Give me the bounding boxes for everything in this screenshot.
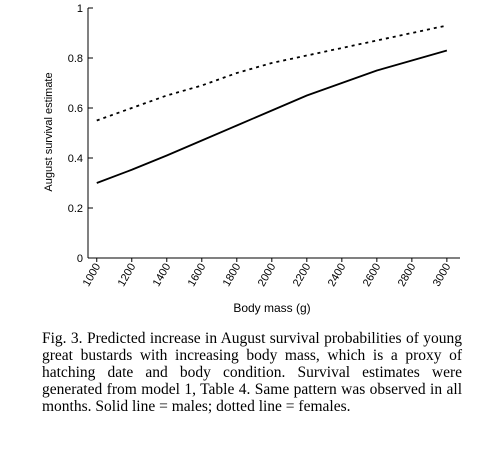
y-tick-label: 1 — [77, 3, 83, 15]
y-tick-label: 0.2 — [68, 203, 83, 215]
x-tick-label: 3000 — [431, 262, 454, 289]
x-tick-label: 2800 — [396, 262, 419, 289]
caption: Fig. 3. Predicted increase in August sur… — [42, 330, 462, 415]
x-tick-label: 1800 — [221, 262, 244, 289]
y-tick-label: 0 — [77, 253, 83, 265]
y-tick-label: 0.6 — [68, 103, 83, 115]
x-axis-label: Body mass (g) — [233, 301, 310, 315]
series-line — [96, 49, 448, 184]
x-tick-label: 2200 — [291, 262, 314, 289]
chart: August survival estimate Body mass (g) 0… — [43, 3, 460, 315]
x-tick-label: 2400 — [326, 262, 349, 289]
series-line — [96, 24, 448, 122]
x-tick-label: 1600 — [186, 262, 209, 289]
x-tick-label: 2600 — [361, 262, 384, 289]
y-tick-label: 0.4 — [68, 153, 83, 165]
x-tick-label: 2000 — [256, 262, 279, 289]
x-tick-label: 1400 — [151, 262, 174, 289]
y-axis-label: August survival estimate — [43, 72, 55, 191]
x-tick-label: 1000 — [81, 262, 104, 289]
x-tick-label: 1200 — [116, 262, 139, 289]
y-tick-label: 0.8 — [68, 53, 83, 65]
